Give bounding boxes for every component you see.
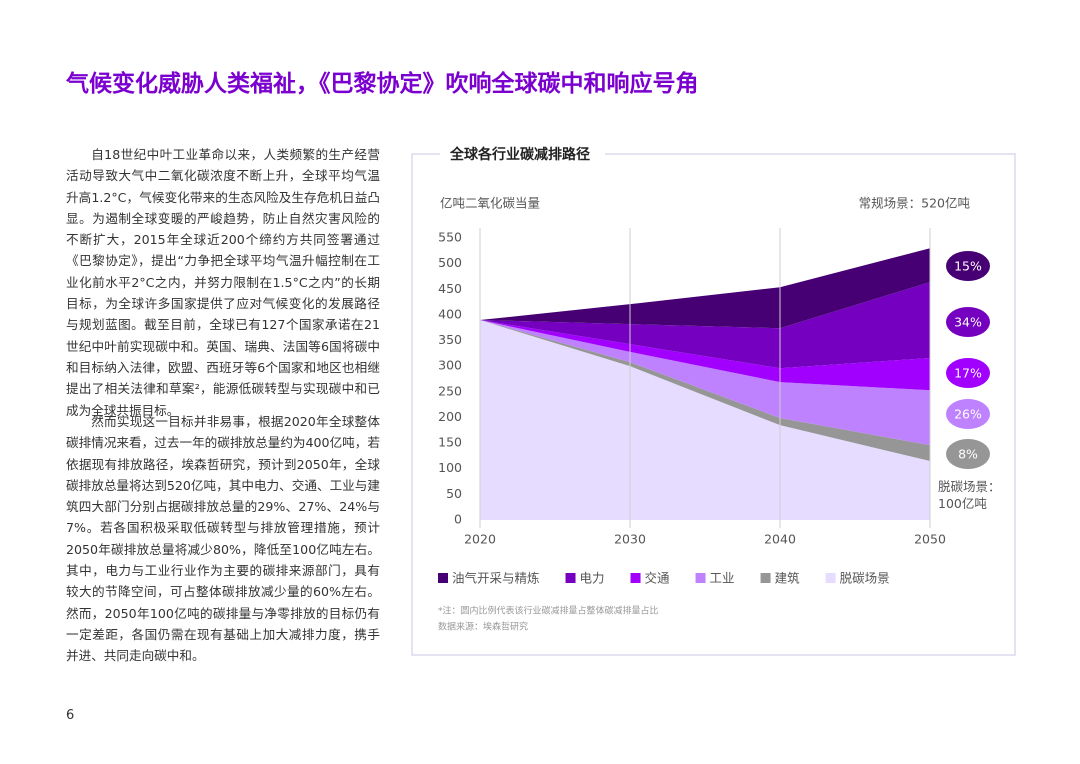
- y-axis-label: 亿吨二氧化碳当量: [440, 196, 540, 211]
- share-badge: [946, 251, 990, 281]
- x-tick-label: 2020: [464, 532, 496, 547]
- note: *注：圆内比例代表该行业碳减排量占整体碳减排量占比: [438, 605, 659, 617]
- share-badge: [946, 439, 990, 469]
- area: [480, 248, 930, 329]
- y-tick-label: 0: [454, 512, 462, 527]
- share-label: 26%: [954, 407, 982, 422]
- area: [480, 320, 930, 391]
- share-label: 17%: [954, 366, 982, 381]
- legend-label: 电力: [580, 571, 605, 586]
- y-tick-label: 500: [438, 255, 462, 270]
- y-tick-label: 250: [438, 383, 462, 398]
- chart-frame: [411, 153, 1016, 656]
- legend-label: 脱碳场景: [840, 571, 890, 586]
- title-backdrop: [440, 144, 605, 166]
- legend-swatch: [630, 573, 641, 583]
- page-title: 气候变化威胁人类福祉，《巴黎协定》吹响全球碳中和响应号角: [66, 71, 699, 97]
- share-label: 15%: [954, 259, 982, 274]
- y-tick-label: 350: [438, 332, 462, 347]
- share-label: 34%: [954, 315, 982, 330]
- legend-label: 交通: [645, 571, 671, 586]
- legend-swatch: [760, 573, 771, 583]
- y-tick-label: 300: [438, 358, 462, 373]
- annotation: 常规场景：520亿吨: [859, 196, 971, 211]
- note: 数据来源：埃森哲研究: [438, 621, 528, 633]
- share-badge: [946, 307, 990, 337]
- x-tick-label: 2050: [914, 532, 946, 547]
- share-badge: [946, 399, 990, 429]
- paragraph: 自18世纪中叶工业革命以来，人类频繁的生产经营活动导致大气中二氧化碳浓度不断上升…: [66, 147, 380, 418]
- share-badge: [946, 358, 990, 388]
- y-tick-label: 400: [438, 306, 462, 321]
- legend-swatch: [825, 573, 836, 583]
- chart-title: 全球各行业碳减排路径: [449, 146, 590, 163]
- y-tick-label: 100: [438, 460, 462, 475]
- area: [480, 320, 930, 446]
- y-tick-label: 450: [438, 281, 462, 296]
- area: [480, 320, 930, 520]
- legend-swatch: [565, 573, 576, 583]
- y-tick-label: 50: [446, 486, 462, 501]
- legend-swatch: [695, 573, 706, 583]
- legend-label: 油气开采与精炼: [452, 571, 540, 586]
- y-tick-label: 150: [438, 435, 462, 450]
- x-tick-label: 2040: [764, 532, 796, 547]
- legend-label: 建筑: [775, 571, 801, 586]
- share-label: 8%: [958, 447, 978, 462]
- legend-label: 工业: [710, 571, 735, 586]
- legend-swatch: [438, 573, 448, 583]
- annotation: 脱碳场景：100亿吨: [938, 479, 1001, 511]
- y-tick-label: 200: [438, 409, 462, 424]
- y-tick-label: 550: [438, 230, 462, 245]
- x-tick-label: 2030: [614, 532, 646, 547]
- area: [480, 320, 930, 462]
- page-number: 6: [66, 708, 75, 723]
- area: [480, 282, 930, 369]
- paragraph: 然而实现这一目标并非易事，根据2020年全球整体碳排情况来看，过去一年的碳排放总…: [66, 414, 380, 664]
